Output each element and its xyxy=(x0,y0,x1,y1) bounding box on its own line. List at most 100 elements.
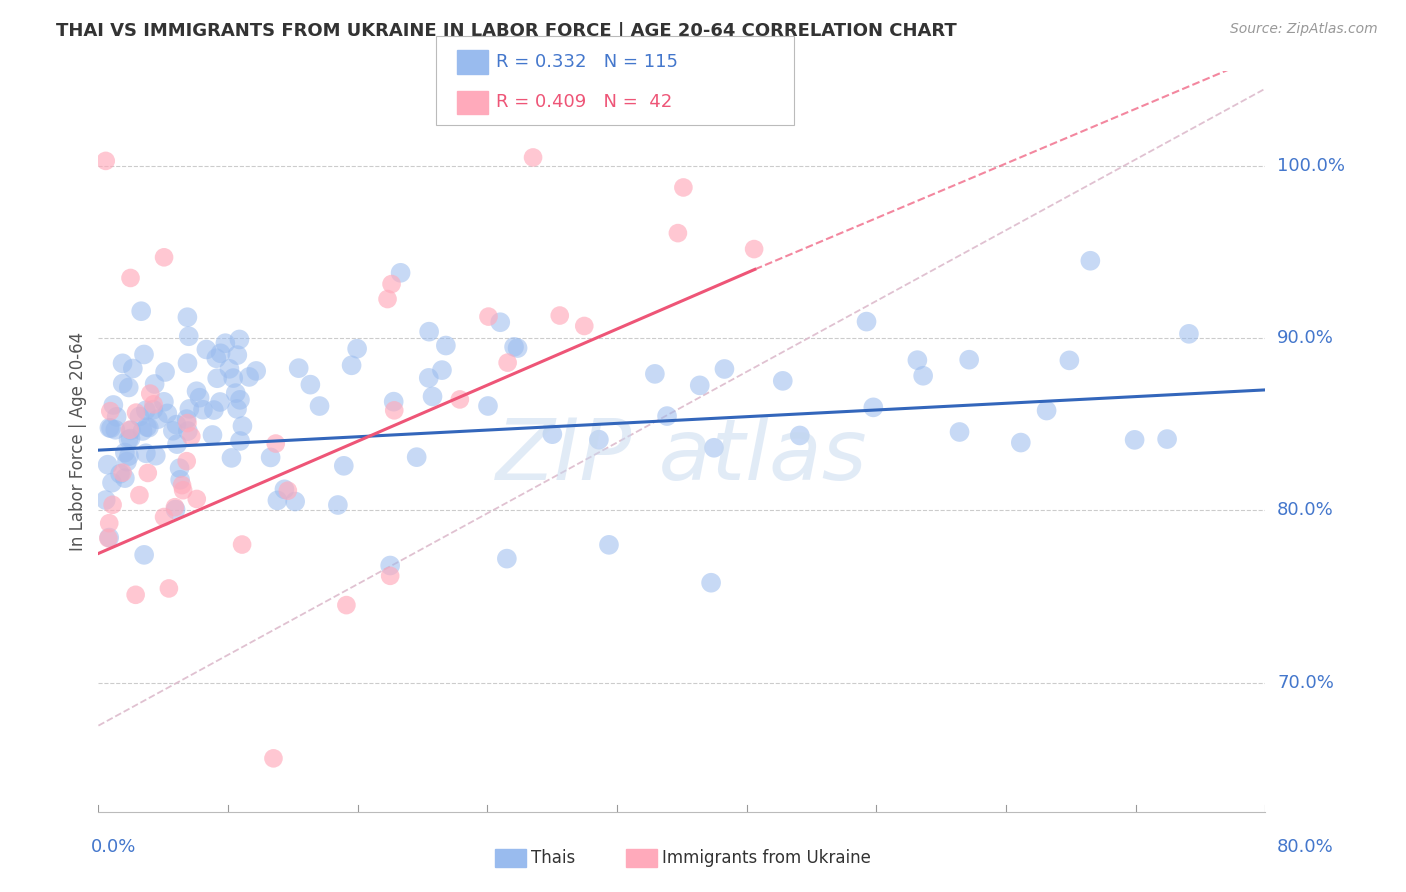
Point xyxy=(418,371,440,385)
Text: THAI VS IMMIGRANTS FROM UKRAINE IN LABOR FORCE | AGE 20-64 CORRELATION CHART: THAI VS IMMIGRANTS FROM UKRAINE IN LABOR… xyxy=(56,22,957,40)
Point xyxy=(146,412,169,426)
Point xyxy=(98,421,121,435)
Point xyxy=(672,180,695,194)
Point xyxy=(226,348,249,362)
Point xyxy=(1010,435,1032,450)
Point xyxy=(284,494,307,508)
Point xyxy=(655,409,678,423)
Text: ZIP atlas: ZIP atlas xyxy=(496,415,868,498)
Point xyxy=(377,292,399,306)
Point xyxy=(772,374,794,388)
Point xyxy=(666,226,689,240)
Point xyxy=(644,367,666,381)
Point xyxy=(94,493,117,508)
Point xyxy=(1178,326,1201,341)
Point xyxy=(477,310,499,324)
Point xyxy=(153,365,176,379)
Point xyxy=(134,548,156,562)
Point xyxy=(506,341,529,355)
Point xyxy=(222,371,245,385)
Point xyxy=(231,419,253,434)
Point xyxy=(145,449,167,463)
Point xyxy=(209,346,232,360)
Point xyxy=(912,368,935,383)
Point xyxy=(231,537,253,551)
Point xyxy=(262,751,284,765)
Point xyxy=(105,409,128,424)
Point xyxy=(503,340,526,354)
Point xyxy=(129,304,152,318)
Point xyxy=(346,342,368,356)
Text: Source: ZipAtlas.com: Source: ZipAtlas.com xyxy=(1230,22,1378,37)
Point xyxy=(335,598,357,612)
Point xyxy=(118,449,141,463)
Point xyxy=(135,403,157,417)
Point xyxy=(789,428,811,442)
Point xyxy=(118,380,141,394)
Point xyxy=(228,333,250,347)
Point xyxy=(157,582,180,596)
Point xyxy=(380,277,402,291)
Point xyxy=(131,424,153,438)
Y-axis label: In Labor Force | Age 20-64: In Labor Force | Age 20-64 xyxy=(69,332,87,551)
Point xyxy=(135,420,157,434)
Point xyxy=(221,450,243,465)
Text: 80.0%: 80.0% xyxy=(1277,501,1334,519)
Point xyxy=(142,397,165,411)
Point xyxy=(153,394,176,409)
Point xyxy=(418,325,440,339)
Point xyxy=(166,437,188,451)
Point xyxy=(188,391,211,405)
Point xyxy=(176,454,198,468)
Point xyxy=(380,569,402,583)
Point xyxy=(186,491,208,506)
Point xyxy=(180,429,202,443)
Point xyxy=(103,398,125,412)
Point xyxy=(142,402,165,417)
Point xyxy=(108,467,131,481)
Point xyxy=(101,498,124,512)
Point xyxy=(205,371,228,385)
Point xyxy=(340,359,363,373)
Point xyxy=(496,356,519,370)
Point xyxy=(957,352,980,367)
Point xyxy=(120,271,142,285)
Point xyxy=(172,483,194,498)
Point xyxy=(209,395,232,409)
Text: 90.0%: 90.0% xyxy=(1277,329,1334,347)
Point xyxy=(259,450,281,465)
Text: Immigrants from Ukraine: Immigrants from Ukraine xyxy=(662,849,872,867)
Point xyxy=(191,402,214,417)
Point xyxy=(94,153,117,168)
Point xyxy=(120,432,142,446)
Point xyxy=(689,378,711,392)
Point xyxy=(98,516,121,531)
Point xyxy=(201,428,224,442)
Point xyxy=(135,446,157,460)
Point xyxy=(186,384,208,399)
Point xyxy=(422,389,444,403)
Text: R = 0.409   N =  42: R = 0.409 N = 42 xyxy=(496,93,672,112)
Point xyxy=(97,458,120,472)
Point xyxy=(153,250,176,264)
Point xyxy=(389,266,412,280)
Point xyxy=(1080,253,1102,268)
Point xyxy=(703,441,725,455)
Point xyxy=(1156,432,1178,446)
Text: 80.0%: 80.0% xyxy=(1277,838,1334,855)
Point xyxy=(132,347,155,361)
Point xyxy=(128,409,150,424)
Point xyxy=(111,376,134,391)
Point xyxy=(1059,353,1081,368)
Point xyxy=(114,445,136,459)
Point xyxy=(266,493,288,508)
Point xyxy=(125,406,148,420)
Point xyxy=(98,531,121,545)
Point xyxy=(273,483,295,497)
Point xyxy=(153,510,176,524)
Point xyxy=(120,423,142,437)
Point xyxy=(713,362,735,376)
Point xyxy=(163,500,186,515)
Point xyxy=(117,433,139,447)
Point xyxy=(98,404,121,418)
